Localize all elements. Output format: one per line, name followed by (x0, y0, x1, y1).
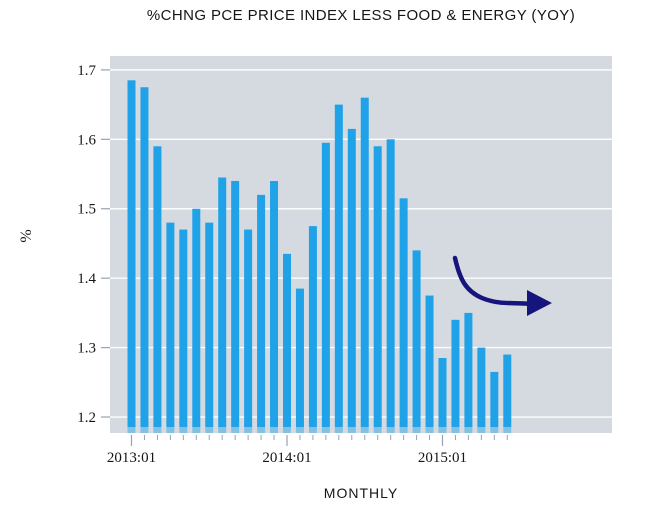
bar-2014:06 (347, 128, 356, 433)
chart-title: %CHNG PCE PRICE INDEX LESS FOOD & ENERGY… (146, 7, 576, 24)
bar-2013:12 (270, 180, 279, 433)
bar-2014:11 (412, 250, 421, 433)
bar-2014:10 (399, 198, 408, 433)
bar-2015:01 (438, 358, 447, 433)
bar-2013:07 (205, 222, 214, 433)
bar-2014:01 (282, 253, 291, 433)
y-tick-label: 1.3 (77, 341, 96, 357)
bar-2013:02 (140, 87, 149, 433)
bar-2014:09 (386, 139, 395, 433)
y-tick-label: 1.7 (77, 63, 96, 79)
bar-2014:05 (334, 104, 343, 433)
bar-2015:04 (477, 347, 486, 433)
bar-2013:08 (218, 177, 227, 433)
bar-2015:06 (503, 354, 512, 433)
bar-2015:02 (451, 319, 460, 433)
x-tick-label: 2015:01 (418, 450, 467, 466)
bar-2013:10 (244, 229, 253, 433)
x-tick-label: 2013:01 (107, 450, 156, 466)
bar-2013:05 (179, 229, 188, 433)
bar-2014:07 (360, 97, 369, 433)
bar-2014:04 (321, 142, 330, 433)
bar-2014:12 (425, 295, 434, 433)
x-tick-label: 2014:01 (262, 450, 311, 466)
bar-2013:06 (192, 208, 201, 433)
bar-2013:01 (127, 80, 136, 434)
bar-2013:04 (166, 222, 175, 433)
bar-2015:05 (490, 371, 499, 433)
y-tick-label: 1.4 (77, 271, 96, 287)
bar-2015:03 (464, 312, 473, 433)
trend-arrow-shaft (452, 255, 534, 307)
bar-2014:02 (295, 288, 304, 433)
bar-2013:03 (153, 146, 162, 434)
x-axis-label: MONTHLY (323, 485, 399, 501)
y-tick-label: 1.5 (77, 202, 96, 218)
bar-2014:08 (373, 146, 382, 434)
bar-2013:11 (257, 194, 266, 433)
axis-band (110, 427, 612, 433)
y-tick-label: 1.2 (77, 410, 96, 426)
y-tick-label: 1.6 (77, 132, 96, 148)
bar-2013:09 (231, 180, 240, 433)
bar-2014:03 (308, 226, 317, 433)
trend-arrow-head (527, 290, 552, 316)
